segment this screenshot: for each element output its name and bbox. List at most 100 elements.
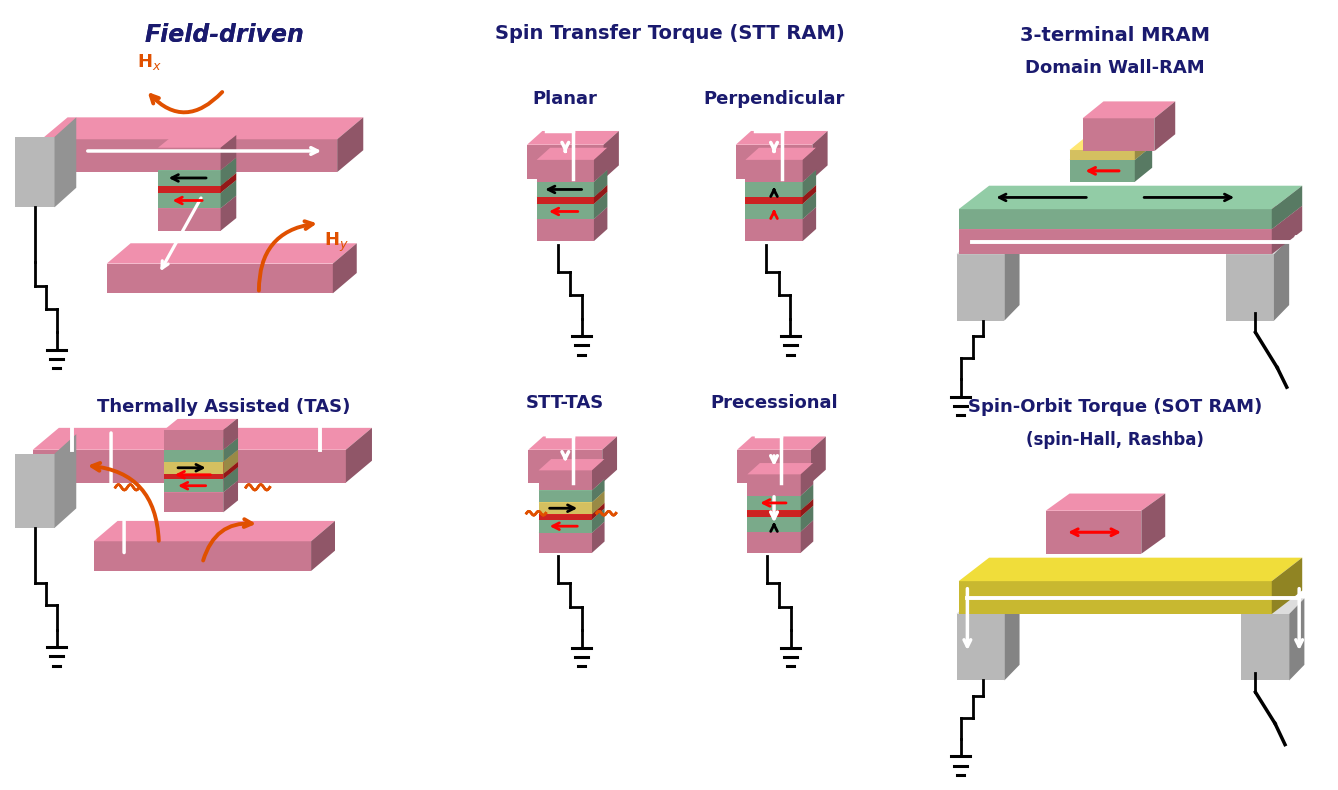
Polygon shape: [594, 207, 607, 241]
Polygon shape: [803, 185, 816, 204]
Polygon shape: [737, 450, 811, 483]
Polygon shape: [158, 196, 237, 209]
Polygon shape: [1069, 160, 1135, 182]
Polygon shape: [748, 506, 814, 517]
Polygon shape: [537, 204, 594, 219]
Polygon shape: [803, 148, 816, 182]
Polygon shape: [1069, 136, 1152, 150]
Polygon shape: [529, 450, 602, 483]
Polygon shape: [539, 470, 591, 491]
Polygon shape: [958, 209, 1271, 229]
Polygon shape: [527, 145, 603, 179]
Polygon shape: [603, 131, 619, 179]
Polygon shape: [745, 219, 803, 241]
Polygon shape: [539, 532, 591, 553]
Polygon shape: [958, 229, 1271, 254]
Polygon shape: [1046, 494, 1165, 511]
Polygon shape: [223, 438, 238, 462]
Polygon shape: [1271, 205, 1302, 254]
Polygon shape: [591, 479, 605, 502]
Polygon shape: [748, 510, 800, 517]
Polygon shape: [41, 118, 364, 139]
Polygon shape: [1135, 146, 1152, 182]
Polygon shape: [223, 418, 238, 450]
Polygon shape: [748, 499, 814, 510]
Polygon shape: [591, 503, 605, 520]
Polygon shape: [158, 193, 221, 209]
Polygon shape: [1271, 186, 1302, 229]
Polygon shape: [165, 492, 223, 513]
Polygon shape: [800, 499, 814, 517]
Text: Domain Wall-RAM: Domain Wall-RAM: [1025, 59, 1206, 77]
Polygon shape: [33, 428, 372, 450]
Text: Thermally Assisted (TAS): Thermally Assisted (TAS): [98, 397, 351, 416]
Polygon shape: [165, 438, 238, 450]
Polygon shape: [803, 207, 816, 241]
Polygon shape: [745, 185, 816, 197]
Polygon shape: [539, 502, 591, 514]
Polygon shape: [748, 463, 814, 474]
Polygon shape: [800, 463, 814, 495]
Polygon shape: [803, 192, 816, 219]
Polygon shape: [594, 170, 607, 197]
Polygon shape: [1082, 101, 1175, 118]
Polygon shape: [107, 243, 357, 264]
Polygon shape: [1141, 494, 1165, 554]
Polygon shape: [958, 186, 1302, 209]
Polygon shape: [745, 148, 816, 160]
Polygon shape: [165, 430, 223, 450]
Polygon shape: [539, 520, 591, 532]
Polygon shape: [94, 541, 312, 571]
Polygon shape: [1135, 136, 1152, 160]
Polygon shape: [800, 506, 814, 532]
Polygon shape: [811, 436, 826, 483]
Text: H$_x$: H$_x$: [138, 51, 162, 72]
Polygon shape: [221, 173, 237, 193]
Polygon shape: [158, 148, 221, 170]
Polygon shape: [347, 428, 372, 483]
Polygon shape: [165, 450, 223, 462]
Polygon shape: [737, 436, 826, 450]
Polygon shape: [748, 495, 800, 510]
Polygon shape: [539, 491, 605, 502]
Polygon shape: [33, 450, 347, 483]
Polygon shape: [539, 459, 605, 470]
Polygon shape: [1271, 558, 1302, 614]
Polygon shape: [94, 521, 334, 541]
Polygon shape: [537, 170, 607, 182]
Polygon shape: [745, 204, 803, 219]
Polygon shape: [165, 450, 238, 462]
Polygon shape: [165, 462, 223, 474]
Polygon shape: [223, 467, 238, 492]
Polygon shape: [957, 239, 1020, 254]
Polygon shape: [539, 491, 591, 502]
Text: Precessional: Precessional: [710, 394, 838, 412]
Polygon shape: [537, 160, 594, 182]
Polygon shape: [221, 157, 237, 186]
Polygon shape: [803, 170, 816, 197]
Polygon shape: [594, 192, 607, 219]
Polygon shape: [745, 170, 816, 182]
Text: Planar: Planar: [533, 90, 598, 108]
Polygon shape: [158, 209, 221, 231]
Polygon shape: [800, 520, 814, 553]
Polygon shape: [165, 467, 238, 479]
Polygon shape: [221, 135, 237, 170]
Polygon shape: [158, 157, 237, 170]
Polygon shape: [812, 131, 828, 179]
Polygon shape: [537, 197, 594, 204]
Polygon shape: [337, 118, 364, 172]
Text: (spin-Hall, Rashba): (spin-Hall, Rashba): [1026, 431, 1204, 450]
Polygon shape: [736, 131, 828, 145]
Polygon shape: [800, 484, 814, 510]
Text: H$_y$: H$_y$: [324, 231, 349, 254]
Text: Field-driven: Field-driven: [145, 23, 304, 47]
Polygon shape: [1242, 598, 1305, 614]
Polygon shape: [221, 196, 237, 231]
Polygon shape: [539, 479, 605, 491]
Polygon shape: [537, 207, 607, 219]
Text: 3-terminal MRAM: 3-terminal MRAM: [1020, 26, 1211, 45]
Polygon shape: [1155, 101, 1175, 151]
Polygon shape: [745, 207, 816, 219]
Polygon shape: [957, 254, 1005, 321]
